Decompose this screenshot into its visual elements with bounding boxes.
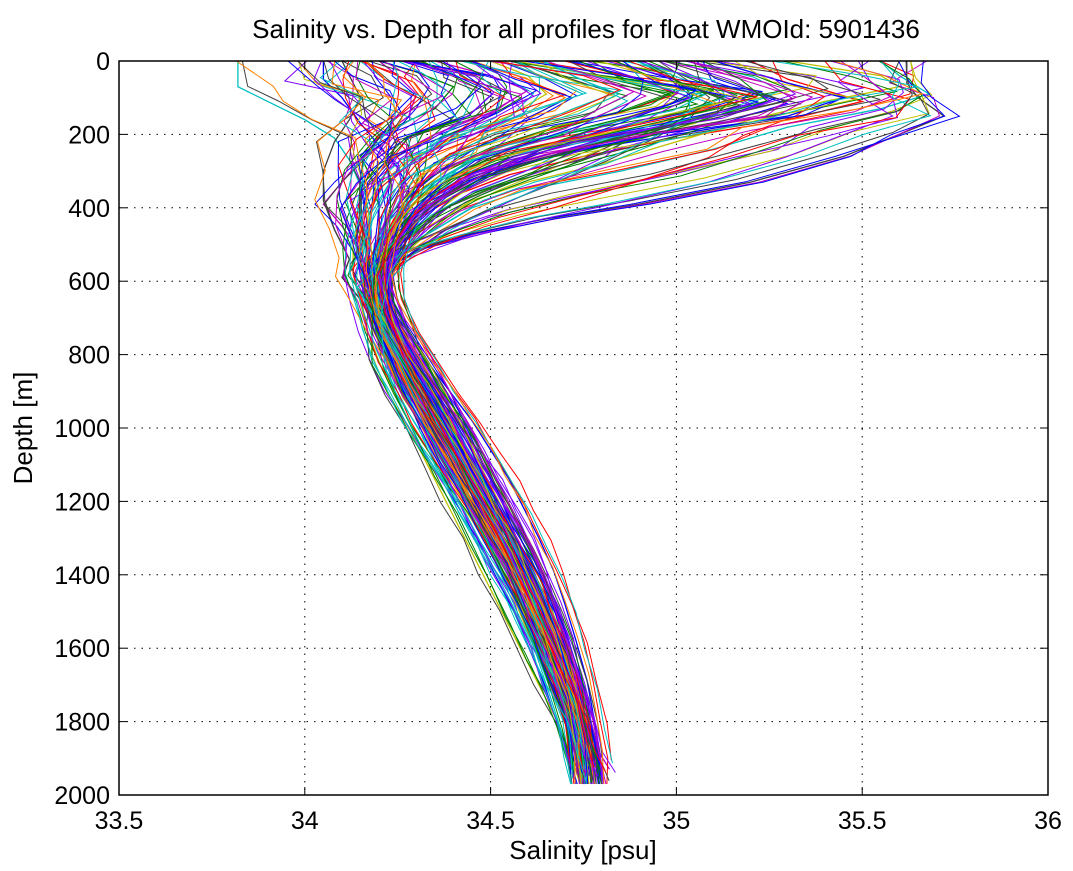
profile-line: [371, 60, 792, 765]
profile-line: [313, 60, 593, 785]
profile-line: [364, 60, 609, 785]
y-tick-label: 1800: [54, 709, 110, 737]
x-axis-label: Salinity [psu]: [509, 835, 656, 865]
profile-line: [365, 60, 605, 785]
profile-line: [384, 60, 648, 771]
x-tick-label: 33.5: [95, 807, 144, 835]
x-tick-label: 35: [662, 807, 690, 835]
x-tick-label: 34.5: [466, 807, 515, 835]
y-tick-label: 800: [68, 342, 110, 370]
profile-line: [379, 60, 919, 785]
profile-line: [322, 61, 600, 784]
x-tick-label: 36: [1034, 807, 1062, 835]
profile-line: [355, 60, 620, 785]
axis-ticks: 33.5 34 34.5 35 35.5 36 0 200 400 600 800 1000 1200 1…: [54, 48, 1062, 835]
chart-title: Salinity vs. Depth for all profiles for …: [252, 14, 920, 44]
profile-line: [383, 60, 616, 785]
profile-line: [342, 60, 612, 761]
y-tick-label: 0: [96, 48, 110, 76]
y-tick-label: 1600: [54, 635, 110, 663]
profile-line: [335, 60, 578, 776]
profile-line: [377, 60, 588, 774]
profile-line: [376, 60, 758, 768]
y-tick-label: 200: [68, 121, 110, 149]
y-tick-label: 1400: [54, 562, 110, 590]
x-tick-label: 34: [291, 807, 319, 835]
profile-line: [377, 60, 616, 773]
plot-area-frame: [118, 60, 1049, 796]
profile-line: [389, 60, 797, 785]
y-axis-label: Depth [m]: [8, 372, 38, 485]
profile-line: [387, 60, 698, 784]
profile-line: [403, 60, 613, 764]
profile-line: [388, 60, 814, 785]
y-tick-label: 1200: [54, 488, 110, 516]
profile-line: [297, 60, 585, 779]
profile-line: [371, 60, 707, 779]
y-tick-label: 600: [68, 268, 110, 296]
y-tick-label: 400: [68, 195, 110, 223]
y-tick-label: 1000: [54, 415, 110, 443]
profile-line: [349, 60, 585, 785]
x-tick-label: 35.5: [838, 807, 887, 835]
profile-line: [339, 60, 583, 774]
profile-lines: [236, 60, 961, 785]
profile-line: [374, 60, 720, 785]
y-tick-label: 2000: [54, 782, 110, 810]
profile-line: [331, 60, 580, 769]
profile-line: [382, 60, 621, 773]
